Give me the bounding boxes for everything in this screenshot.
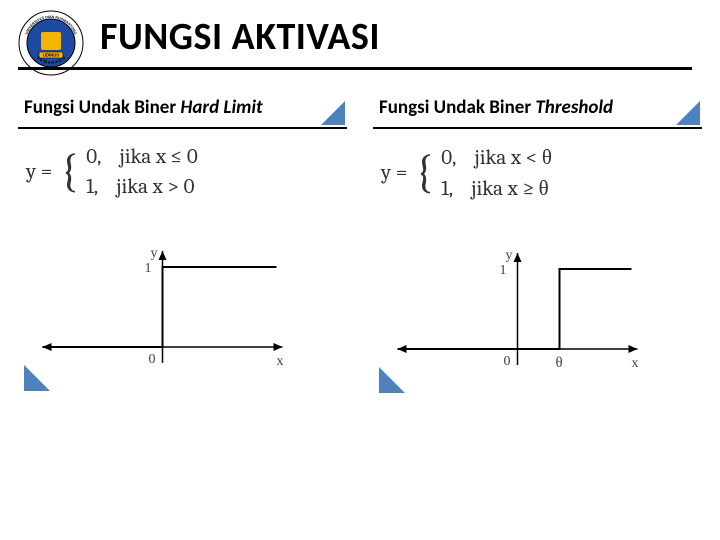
svg-text:1: 1 — [145, 261, 152, 276]
corner-accent-icon — [676, 101, 700, 125]
svg-text:x: x — [277, 354, 284, 369]
subtitle-plain: Fungsi Undak Biner — [379, 96, 535, 119]
column-hard-limit: Fungsi Undak Biner Hard Limit y = { 0, j… — [18, 96, 347, 399]
case-value: 1, — [441, 177, 453, 201]
columns: Fungsi Undak Biner Hard Limit y = { 0, j… — [0, 96, 720, 399]
subtitle-italic: Hard Limit — [180, 96, 262, 119]
case-value: 1, — [86, 175, 98, 199]
brace-icon: { — [415, 159, 433, 187]
svg-text:y: y — [151, 246, 158, 261]
case-cond: jika x < θ — [474, 145, 552, 170]
chart-accent-icon — [379, 367, 405, 393]
step-chart: y x 0 1 — [18, 217, 347, 397]
subtitle: Fungsi Undak Biner Threshold — [379, 96, 696, 119]
svg-text:x: x — [632, 356, 639, 371]
eq-cases: 0, jika x ≤ 0 1, jika x > 0 — [86, 145, 198, 199]
page-title: FUNGSI AKTIVASI — [100, 14, 700, 60]
brace-icon: { — [60, 158, 78, 186]
case-value: 0, — [441, 146, 456, 170]
eq-lhs: y = — [381, 161, 407, 185]
header-underline — [18, 67, 692, 70]
case-cond: jika x ≤ 0 — [119, 145, 197, 169]
subheader: Fungsi Undak Biner Hard Limit — [18, 96, 347, 129]
case-cond: jika x > 0 — [116, 175, 194, 199]
case-value: 0, — [86, 145, 101, 169]
subtitle-plain: Fungsi Undak Biner — [24, 96, 180, 119]
case-cond: jika x ≥ θ — [471, 176, 549, 201]
corner-accent-icon — [321, 101, 345, 125]
svg-text:1: 1 — [500, 263, 507, 278]
column-threshold: Fungsi Undak Biner Threshold y = { 0, ji… — [373, 96, 702, 399]
subheader: Fungsi Undak Biner Threshold — [373, 96, 702, 129]
svg-text:θ: θ — [556, 355, 563, 371]
svg-text:UDINUS: UDINUS — [43, 53, 59, 58]
eq-lhs: y = — [26, 160, 52, 184]
eq-cases: 0, jika x < θ 1, jika x ≥ θ — [441, 145, 552, 201]
header: UDINUS UNIVERSITAS DIAN NUSWANTORO S E M… — [0, 0, 720, 68]
step-chart: y x 0 1 θ — [373, 219, 702, 399]
subtitle: Fungsi Undak Biner Hard Limit — [24, 96, 341, 119]
svg-text:0: 0 — [504, 354, 511, 369]
equation: y = { 0, jika x ≤ 0 1, jika x > 0 — [18, 145, 347, 199]
chart-accent-icon — [24, 365, 50, 391]
subtitle-italic: Threshold — [535, 96, 613, 119]
svg-text:y: y — [506, 248, 513, 263]
svg-text:0: 0 — [149, 352, 156, 367]
equation: y = { 0, jika x < θ 1, jika x ≥ θ — [373, 145, 702, 201]
